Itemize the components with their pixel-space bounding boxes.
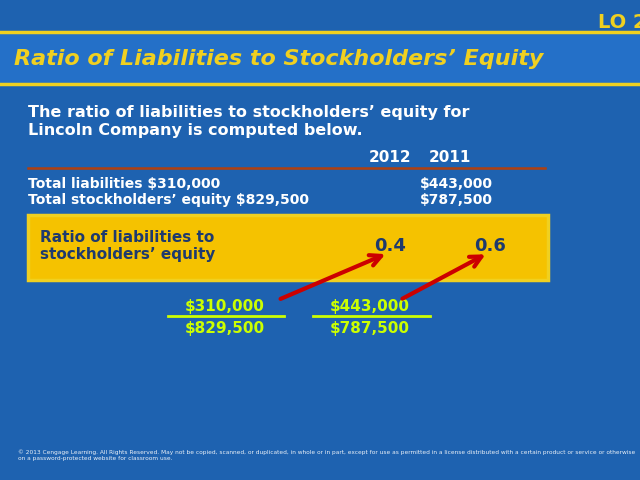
Text: 0.4: 0.4: [374, 237, 406, 255]
Text: 2011: 2011: [429, 151, 471, 166]
Text: LO 2: LO 2: [598, 12, 640, 32]
Text: $443,000: $443,000: [330, 299, 410, 313]
Text: $787,500: $787,500: [330, 321, 410, 336]
Text: Total stockholders’ equity $829,500: Total stockholders’ equity $829,500: [28, 193, 309, 207]
Text: $787,500: $787,500: [420, 193, 493, 207]
Bar: [28, 215, 548, 280]
Text: Ratio of liabilities to: Ratio of liabilities to: [40, 229, 214, 244]
Text: Total liabilities $310,000: Total liabilities $310,000: [28, 177, 220, 191]
Bar: [0, 32, 640, 84]
Text: Ratio of Liabilities to Stockholders’ Equity: Ratio of Liabilities to Stockholders’ Eq…: [14, 49, 543, 69]
Text: 2012: 2012: [369, 151, 412, 166]
Text: $310,000: $310,000: [185, 299, 265, 313]
Text: © 2013 Cengage Learning. All Rights Reserved. May not be copied, scanned, or dup: © 2013 Cengage Learning. All Rights Rese…: [18, 449, 636, 461]
Text: The ratio of liabilities to stockholders’ equity for: The ratio of liabilities to stockholders…: [28, 105, 470, 120]
Text: $443,000: $443,000: [420, 177, 493, 191]
Text: stockholders’ equity: stockholders’ equity: [40, 248, 216, 263]
Text: $829,500: $829,500: [185, 321, 265, 336]
Text: 0.6: 0.6: [474, 237, 506, 255]
Text: Lincoln Company is computed below.: Lincoln Company is computed below.: [28, 122, 363, 137]
